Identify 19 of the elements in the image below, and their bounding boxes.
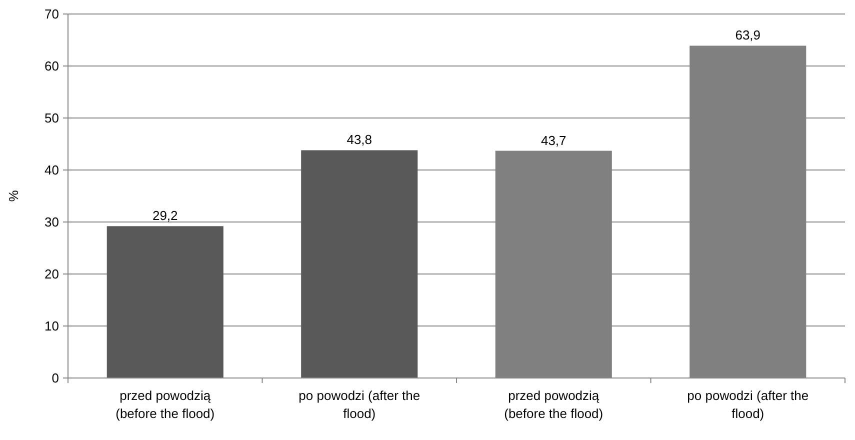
y-tick-label: 60	[44, 58, 59, 74]
bar	[106, 226, 224, 378]
bar	[301, 150, 418, 378]
x-tick-label: przed powodzią (before the flood)	[116, 388, 215, 421]
x-tick-label: przed powodzią (before the flood)	[504, 388, 604, 421]
y-tick-label: 30	[44, 214, 59, 230]
y-tick-label: 50	[44, 110, 59, 126]
y-tick-label: 10	[44, 318, 59, 334]
x-tick-label: po powodzi (after the flood)	[298, 388, 420, 421]
data-label: 29,2	[152, 208, 178, 224]
y-tick-label: 70	[44, 6, 59, 22]
data-label: 43,7	[540, 132, 566, 148]
y-tick-label: 0	[52, 370, 59, 386]
y-tick-label: 40	[44, 162, 59, 178]
x-tick-label: po powodzi (after the flood)	[687, 388, 809, 421]
data-label: 43,8	[346, 132, 372, 148]
data-label: 63,9	[735, 28, 761, 43]
y-axis-title: %	[6, 190, 21, 202]
y-tick-label: 20	[44, 266, 59, 282]
